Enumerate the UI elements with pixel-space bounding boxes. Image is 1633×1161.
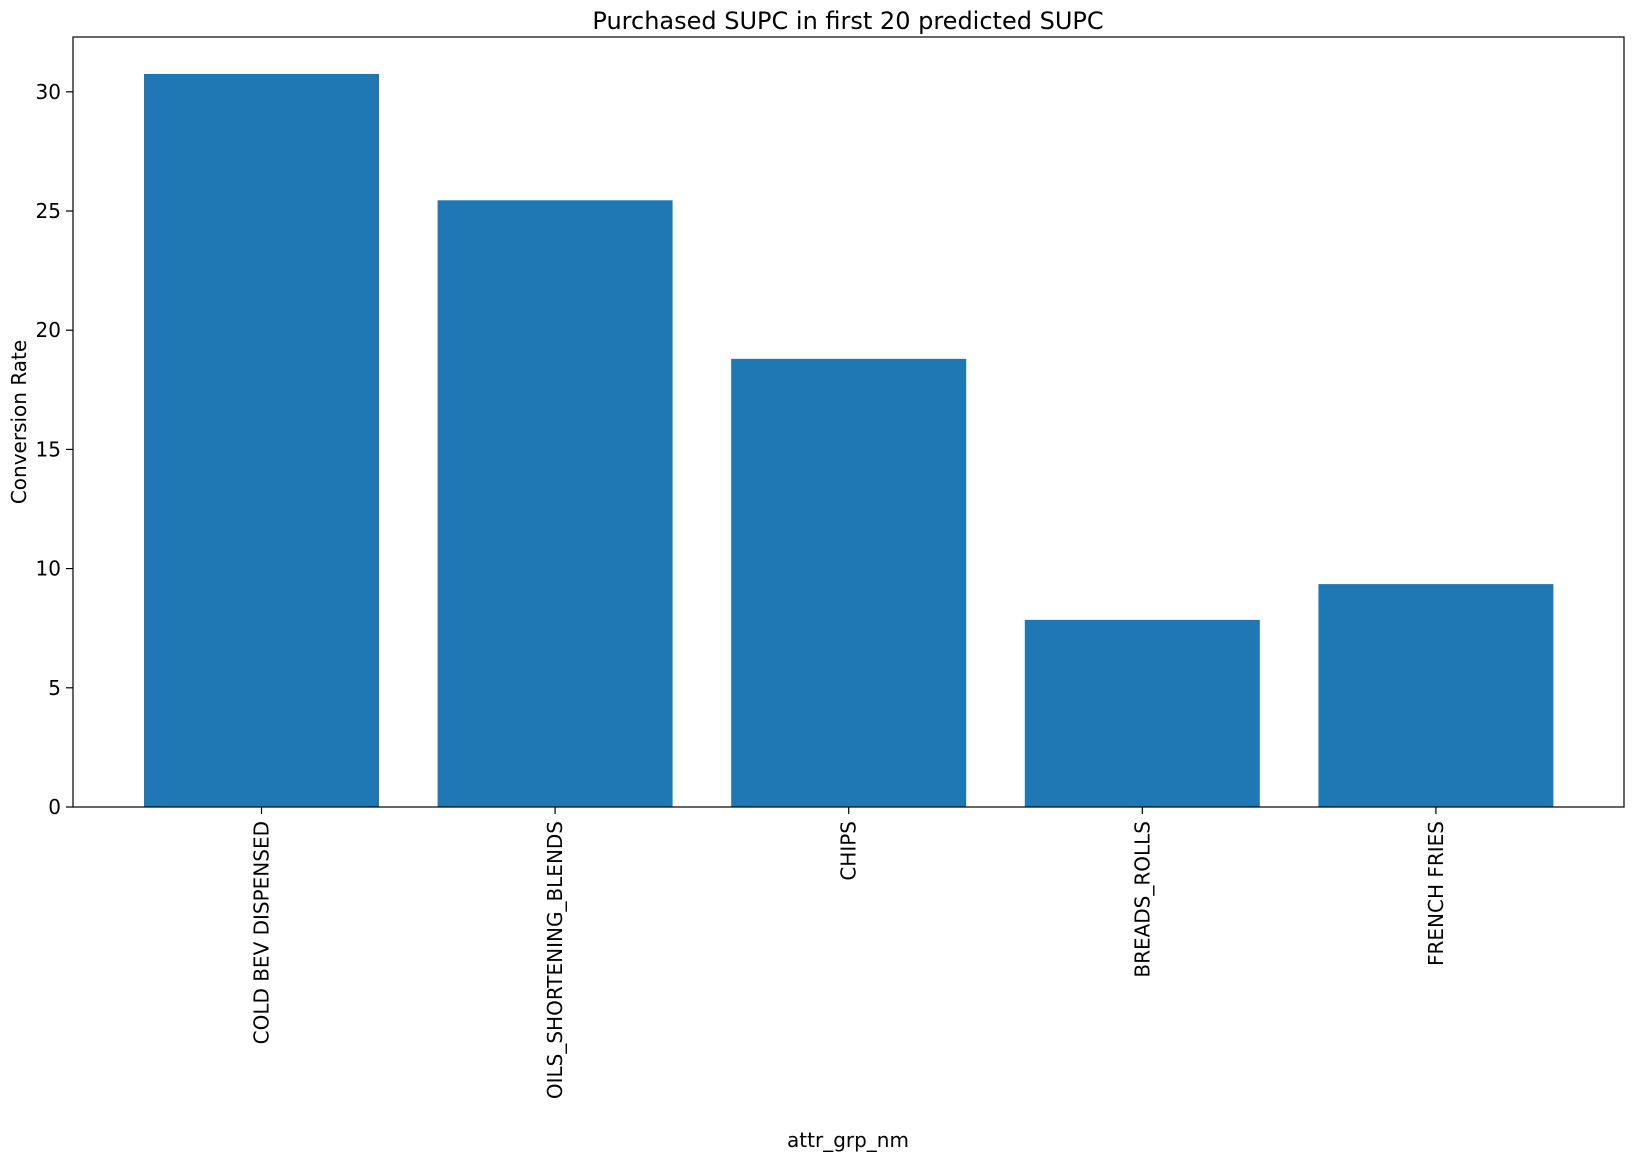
x-tick-label: COLD BEV DISPENSED [250, 821, 274, 1044]
y-tick-label: 20 [36, 318, 61, 342]
x-tick-label: CHIPS [837, 821, 861, 881]
chart-title: Purchased SUPC in first 20 predicted SUP… [592, 7, 1103, 35]
x-tick-label: OILS_SHORTENING_BLENDS [543, 821, 567, 1099]
y-tick-label: 15 [36, 437, 61, 461]
bar-oils-shortening-blends [437, 200, 673, 807]
y-axis-label: Conversion Rate [7, 340, 31, 504]
y-tick-label: 25 [36, 199, 61, 223]
plot-frame [72, 36, 1625, 808]
bar-french-fries [1318, 584, 1554, 807]
y-tick-label: 30 [36, 80, 61, 104]
y-tick-label: 0 [48, 795, 61, 819]
y-tick-label: 10 [36, 557, 61, 581]
y-axis-ticks: 0 5 10 15 20 25 30 [36, 80, 73, 819]
x-tick-label: FRENCH FRIES [1424, 821, 1448, 966]
bar-breads-rolls [1024, 619, 1260, 807]
bar-group [144, 73, 1554, 808]
x-axis-label: attr_grp_nm [787, 1128, 909, 1152]
x-tick-label: BREADS_ROLLS [1130, 821, 1154, 978]
x-axis-ticks: COLD BEV DISPENSED OILS_SHORTENING_BLENDS… [250, 807, 1448, 1099]
y-tick-label: 5 [48, 676, 61, 700]
bar-chips [731, 358, 967, 807]
bar-cold-bev-dispensed [144, 73, 379, 808]
